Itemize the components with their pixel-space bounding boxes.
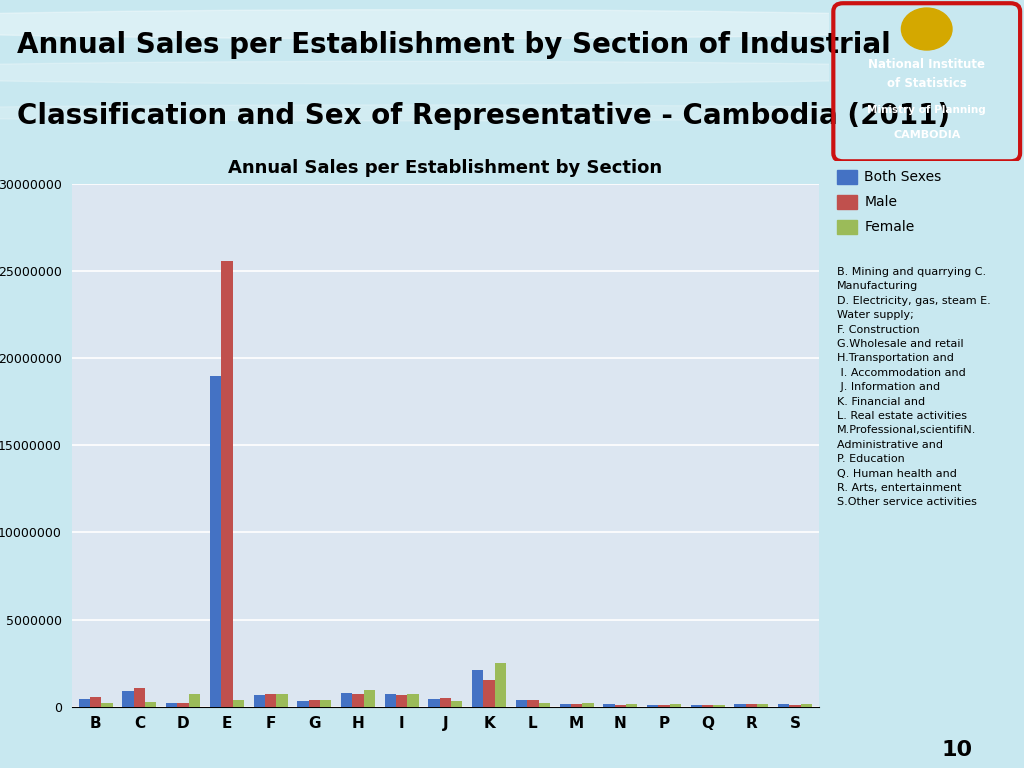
Text: Annual Sales per Establishment by Section of Industrial: Annual Sales per Establishment by Sectio… (16, 31, 890, 59)
Bar (837, 170, 857, 184)
Bar (232, 700, 244, 707)
Bar (745, 704, 757, 707)
Text: Female: Female (864, 220, 914, 234)
Ellipse shape (0, 105, 1024, 121)
Bar (396, 695, 408, 707)
Bar (614, 705, 626, 707)
Bar (101, 703, 113, 707)
Text: B. Mining and quarrying C.
Manufacturing
D. Electricity, gas, steam E.
Water sup: B. Mining and quarrying C. Manufacturing… (837, 267, 990, 508)
Bar (319, 700, 332, 707)
Ellipse shape (0, 61, 1024, 84)
Bar (539, 703, 550, 707)
Bar (352, 694, 364, 707)
Bar (123, 691, 134, 707)
Bar (134, 688, 145, 707)
Bar (210, 376, 221, 707)
Bar (571, 704, 583, 707)
Bar (472, 670, 483, 707)
Bar (658, 705, 670, 707)
Text: Male: Male (864, 195, 897, 209)
Bar (297, 701, 308, 707)
Bar (79, 699, 90, 707)
Ellipse shape (0, 10, 1024, 38)
Bar (483, 680, 495, 707)
Bar (341, 693, 352, 707)
Bar (428, 699, 439, 707)
Bar (439, 698, 452, 707)
Bar (690, 705, 702, 707)
Circle shape (901, 8, 952, 50)
Text: National Institute: National Institute (868, 58, 985, 71)
Bar (734, 704, 745, 707)
Bar (221, 261, 232, 707)
Bar (188, 694, 201, 707)
Bar (790, 705, 801, 707)
Bar (364, 690, 375, 707)
Title: Annual Sales per Establishment by Section: Annual Sales per Establishment by Sectio… (228, 159, 663, 177)
Bar (837, 195, 857, 209)
Text: Classification and Sex of Representative - Cambodia (2011): Classification and Sex of Representative… (16, 102, 949, 130)
Bar (145, 702, 157, 707)
Bar (757, 703, 768, 707)
Bar (516, 700, 527, 707)
Bar (385, 694, 396, 707)
Bar (702, 705, 714, 707)
Bar (583, 703, 594, 707)
Bar (495, 663, 506, 707)
Bar (647, 705, 658, 707)
Bar (177, 703, 188, 707)
Bar (166, 703, 177, 707)
Bar (254, 695, 265, 707)
Bar (603, 704, 614, 707)
Bar (714, 705, 725, 707)
Bar (527, 700, 539, 707)
Bar (670, 704, 681, 707)
Text: 10: 10 (942, 740, 973, 760)
Bar (276, 694, 288, 707)
Text: Both Sexes: Both Sexes (864, 170, 942, 184)
Bar (778, 704, 790, 707)
Text: Ministry of Planning: Ministry of Planning (867, 104, 986, 114)
Text: CAMBODIA: CAMBODIA (893, 131, 961, 141)
Bar (559, 704, 571, 707)
Bar (265, 694, 276, 707)
Bar (837, 220, 857, 234)
Bar (626, 704, 637, 707)
Bar (452, 701, 463, 707)
Text: of Statistics: of Statistics (887, 78, 967, 91)
Bar (801, 704, 812, 707)
Bar (308, 700, 319, 707)
Bar (90, 697, 101, 707)
Bar (408, 694, 419, 707)
